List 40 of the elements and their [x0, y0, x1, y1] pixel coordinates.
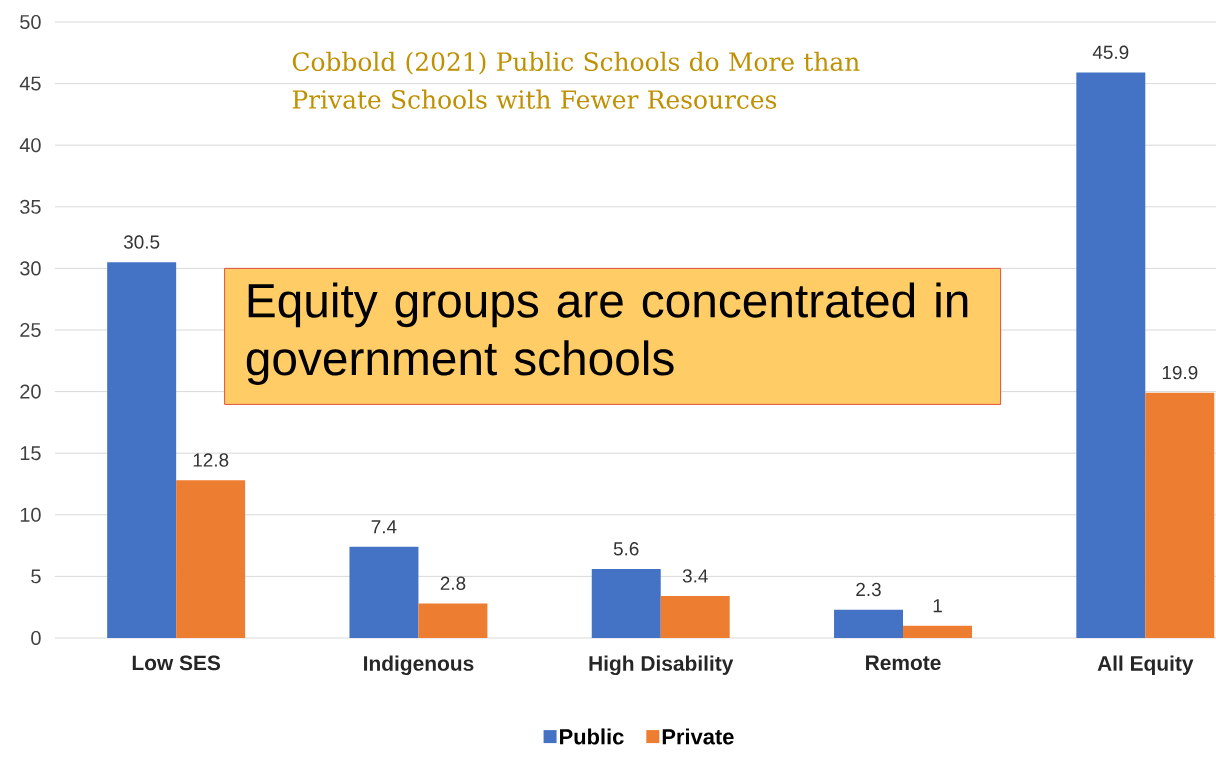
data-label: 3.4	[682, 569, 708, 583]
y-tick-label: 5	[31, 569, 41, 584]
x-tick-label: Remote	[866, 655, 941, 671]
data-label: 2.3	[856, 582, 881, 597]
x-tick-label: High Disability	[589, 655, 734, 676]
y-tick-label: 25	[20, 322, 41, 338]
bar	[660, 596, 730, 638]
data-label: 30.5	[123, 235, 160, 249]
annotation: Equity groups are concentrated in government schools	[246, 282, 968, 385]
bar	[349, 546, 419, 638]
y-tick-label: 10	[20, 507, 41, 522]
y-tick-label: 20	[20, 384, 41, 399]
data-label: 2.8	[440, 576, 466, 590]
bar	[591, 568, 661, 638]
data-label: 45.9	[1092, 45, 1129, 59]
y-tick-label: 15	[20, 446, 41, 461]
legend-label: Private	[662, 728, 734, 745]
bar	[418, 603, 488, 638]
y-tick-label: 50	[20, 14, 41, 30]
x-tick-label: All Equity	[1097, 655, 1194, 676]
x-tick-label: Low SES	[132, 655, 221, 671]
y-tick-label: 0	[31, 630, 41, 646]
y-tick-label: 30	[20, 261, 41, 276]
bar	[1076, 72, 1146, 638]
annotation: Cobbold (2021) Public Schools do More than Private Schools with Fewer Resources	[292, 51, 860, 109]
bar	[903, 625, 972, 638]
data-label: 5.6	[613, 542, 639, 556]
data-label: 1	[933, 599, 942, 613]
data-label: 19.9	[1162, 365, 1198, 380]
x-tick-label: Indigenous	[364, 655, 474, 676]
y-tick-label: 45	[19, 76, 41, 91]
bar	[107, 262, 177, 638]
legend-label: Public	[560, 728, 624, 745]
y-tick-label: 40	[19, 138, 41, 153]
bar	[834, 609, 904, 638]
data-label: 7.4	[371, 520, 397, 534]
bar	[1145, 392, 1215, 638]
y-tick-label: 35	[20, 199, 41, 214]
bar	[176, 480, 246, 638]
data-label: 12.8	[193, 453, 229, 467]
